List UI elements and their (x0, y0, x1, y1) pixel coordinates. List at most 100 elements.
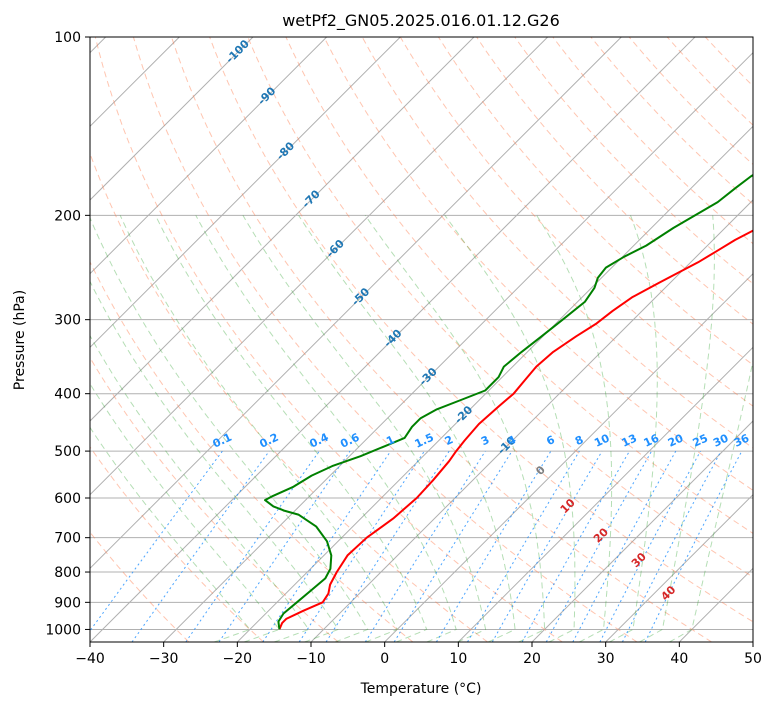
moist-adiabat (119, 215, 398, 642)
moist-adiabat (90, 280, 340, 642)
dry-adiabat (361, 37, 753, 449)
x-tick-label: −10 (296, 651, 326, 667)
y-tick-label: 900 (54, 595, 81, 611)
x-tick-label: 0 (380, 651, 389, 667)
moist-adiabat (536, 215, 613, 642)
mixing-ratio-line (545, 450, 653, 642)
moist-adiabat-label: 20 (591, 525, 611, 545)
label-layer: -100-90-80-70-60-50-40-30-20-100.1 0.2 0.4… (211, 37, 752, 603)
mixing-ratio-line (644, 450, 743, 642)
dry-adiabat (399, 37, 753, 407)
mixing-ratio-line (572, 450, 677, 642)
mixing-ratio-label: 6 (544, 433, 557, 448)
y-tick-label: 300 (54, 313, 81, 329)
x-tick-label: 20 (523, 651, 541, 667)
mixing-ratio-label: 0.1 (211, 431, 234, 451)
isotherm-gridline (90, 37, 475, 422)
isotherm-gridline (236, 125, 753, 642)
dry-adiabat (514, 37, 753, 285)
isotherm-gridline (90, 37, 328, 275)
isotherm-gridline (678, 567, 753, 642)
x-axis: −40 −30 −20 −10 0 10 20 30 40 50 (75, 642, 762, 667)
mixing-ratio-line (467, 450, 580, 642)
dry-adiabat (247, 37, 753, 578)
dry-adiabat (437, 37, 753, 366)
mixing-ratio-line (393, 450, 513, 642)
x-tick-label: 10 (449, 651, 467, 667)
mixing-ratio-label: 10 (592, 431, 612, 449)
mixing-ratio-label: 16 (642, 431, 662, 449)
y-tick-label: 400 (54, 387, 81, 403)
mixing-ratio-label: 2 (443, 433, 455, 448)
y-tick-label: 600 (54, 491, 81, 507)
isotherm-gridline (90, 37, 696, 642)
isotherm-gridline (384, 272, 753, 642)
dry-adiabat (476, 37, 753, 325)
dry-adiabat (704, 37, 753, 87)
moist-adiabat (364, 215, 546, 642)
dry-adiabat (666, 37, 753, 126)
mixing-ratio-line (599, 450, 701, 642)
dry-adiabat (94, 37, 563, 642)
isotherm-gridline (163, 51, 753, 642)
dry-adiabat (323, 37, 753, 491)
x-tick-label: 50 (744, 651, 762, 667)
dry-adiabat (90, 446, 264, 642)
moist-adiabat (154, 215, 428, 642)
dry-adiabat (90, 531, 190, 642)
x-tick-label: 30 (597, 651, 615, 667)
isotherm-gridline (531, 420, 753, 642)
series-layer (264, 173, 753, 630)
mixing-ratio-line (364, 450, 486, 642)
mixing-ratio-line (218, 450, 351, 642)
x-tick-label: −20 (223, 651, 253, 667)
isotherm-gridline (310, 199, 753, 642)
isotherm-gridline (457, 346, 753, 642)
moist-adiabat (90, 334, 310, 642)
moist-adiabat (90, 382, 281, 642)
dewpoint-line (264, 173, 753, 630)
dry-adiabat (90, 260, 414, 642)
background-lines (90, 37, 753, 642)
mixing-ratio-label: 8 (573, 433, 585, 448)
chart-title: wetPf2_GN05.2025.016.01.12.G26 (282, 11, 560, 31)
dry-adiabat (552, 37, 753, 245)
x-tick-label: −30 (149, 651, 179, 667)
isotherm-gridline (90, 37, 622, 570)
x-tick-label: −40 (75, 651, 105, 667)
y-tick-label: 100 (54, 30, 81, 46)
dry-adiabat (132, 37, 638, 642)
moist-adiabat (669, 358, 753, 642)
y-axis: 100 200 300 400 500 600 700 800 900 1000 (45, 30, 90, 638)
dry-adiabat (209, 37, 753, 623)
mixing-ratio-label: 25 (691, 432, 710, 450)
mixing-ratio-line (185, 450, 320, 642)
y-axis-label: Pressure (hPa) (12, 290, 28, 390)
mixing-ratio-line (298, 450, 425, 642)
mixing-ratio-line (262, 450, 392, 642)
plot-frame (89, 36, 754, 643)
temperature-line (278, 229, 753, 630)
mixing-ratio-label: 36 (732, 431, 752, 449)
dry-adiabat (171, 37, 712, 642)
moist-adiabat (298, 215, 516, 642)
mixing-ratio-label: 0.2 (257, 431, 280, 451)
mixing-ratio-line (90, 450, 223, 632)
x-axis-label: Temperature (°C) (360, 681, 482, 697)
mixing-ratio-label: 13 (620, 432, 639, 450)
isotherm-gridline (90, 37, 254, 201)
moist-adiabat (242, 215, 487, 642)
isotherm-gridline (605, 493, 753, 642)
y-tick-label: 1000 (45, 622, 81, 638)
moist-adiabat (195, 215, 457, 642)
mixing-ratio-line (131, 450, 270, 642)
y-tick-label: 200 (54, 208, 81, 224)
moist-adiabat (444, 215, 576, 642)
moist-adiabat (639, 215, 715, 642)
mixing-ratio-label: 0.4 (307, 430, 330, 450)
mixing-ratio-label: 20 (666, 431, 686, 449)
y-tick-label: 800 (54, 565, 81, 581)
mixing-ratio-line (435, 450, 552, 642)
mixing-ratio-line (325, 450, 450, 642)
dry-adiabat (90, 356, 339, 642)
